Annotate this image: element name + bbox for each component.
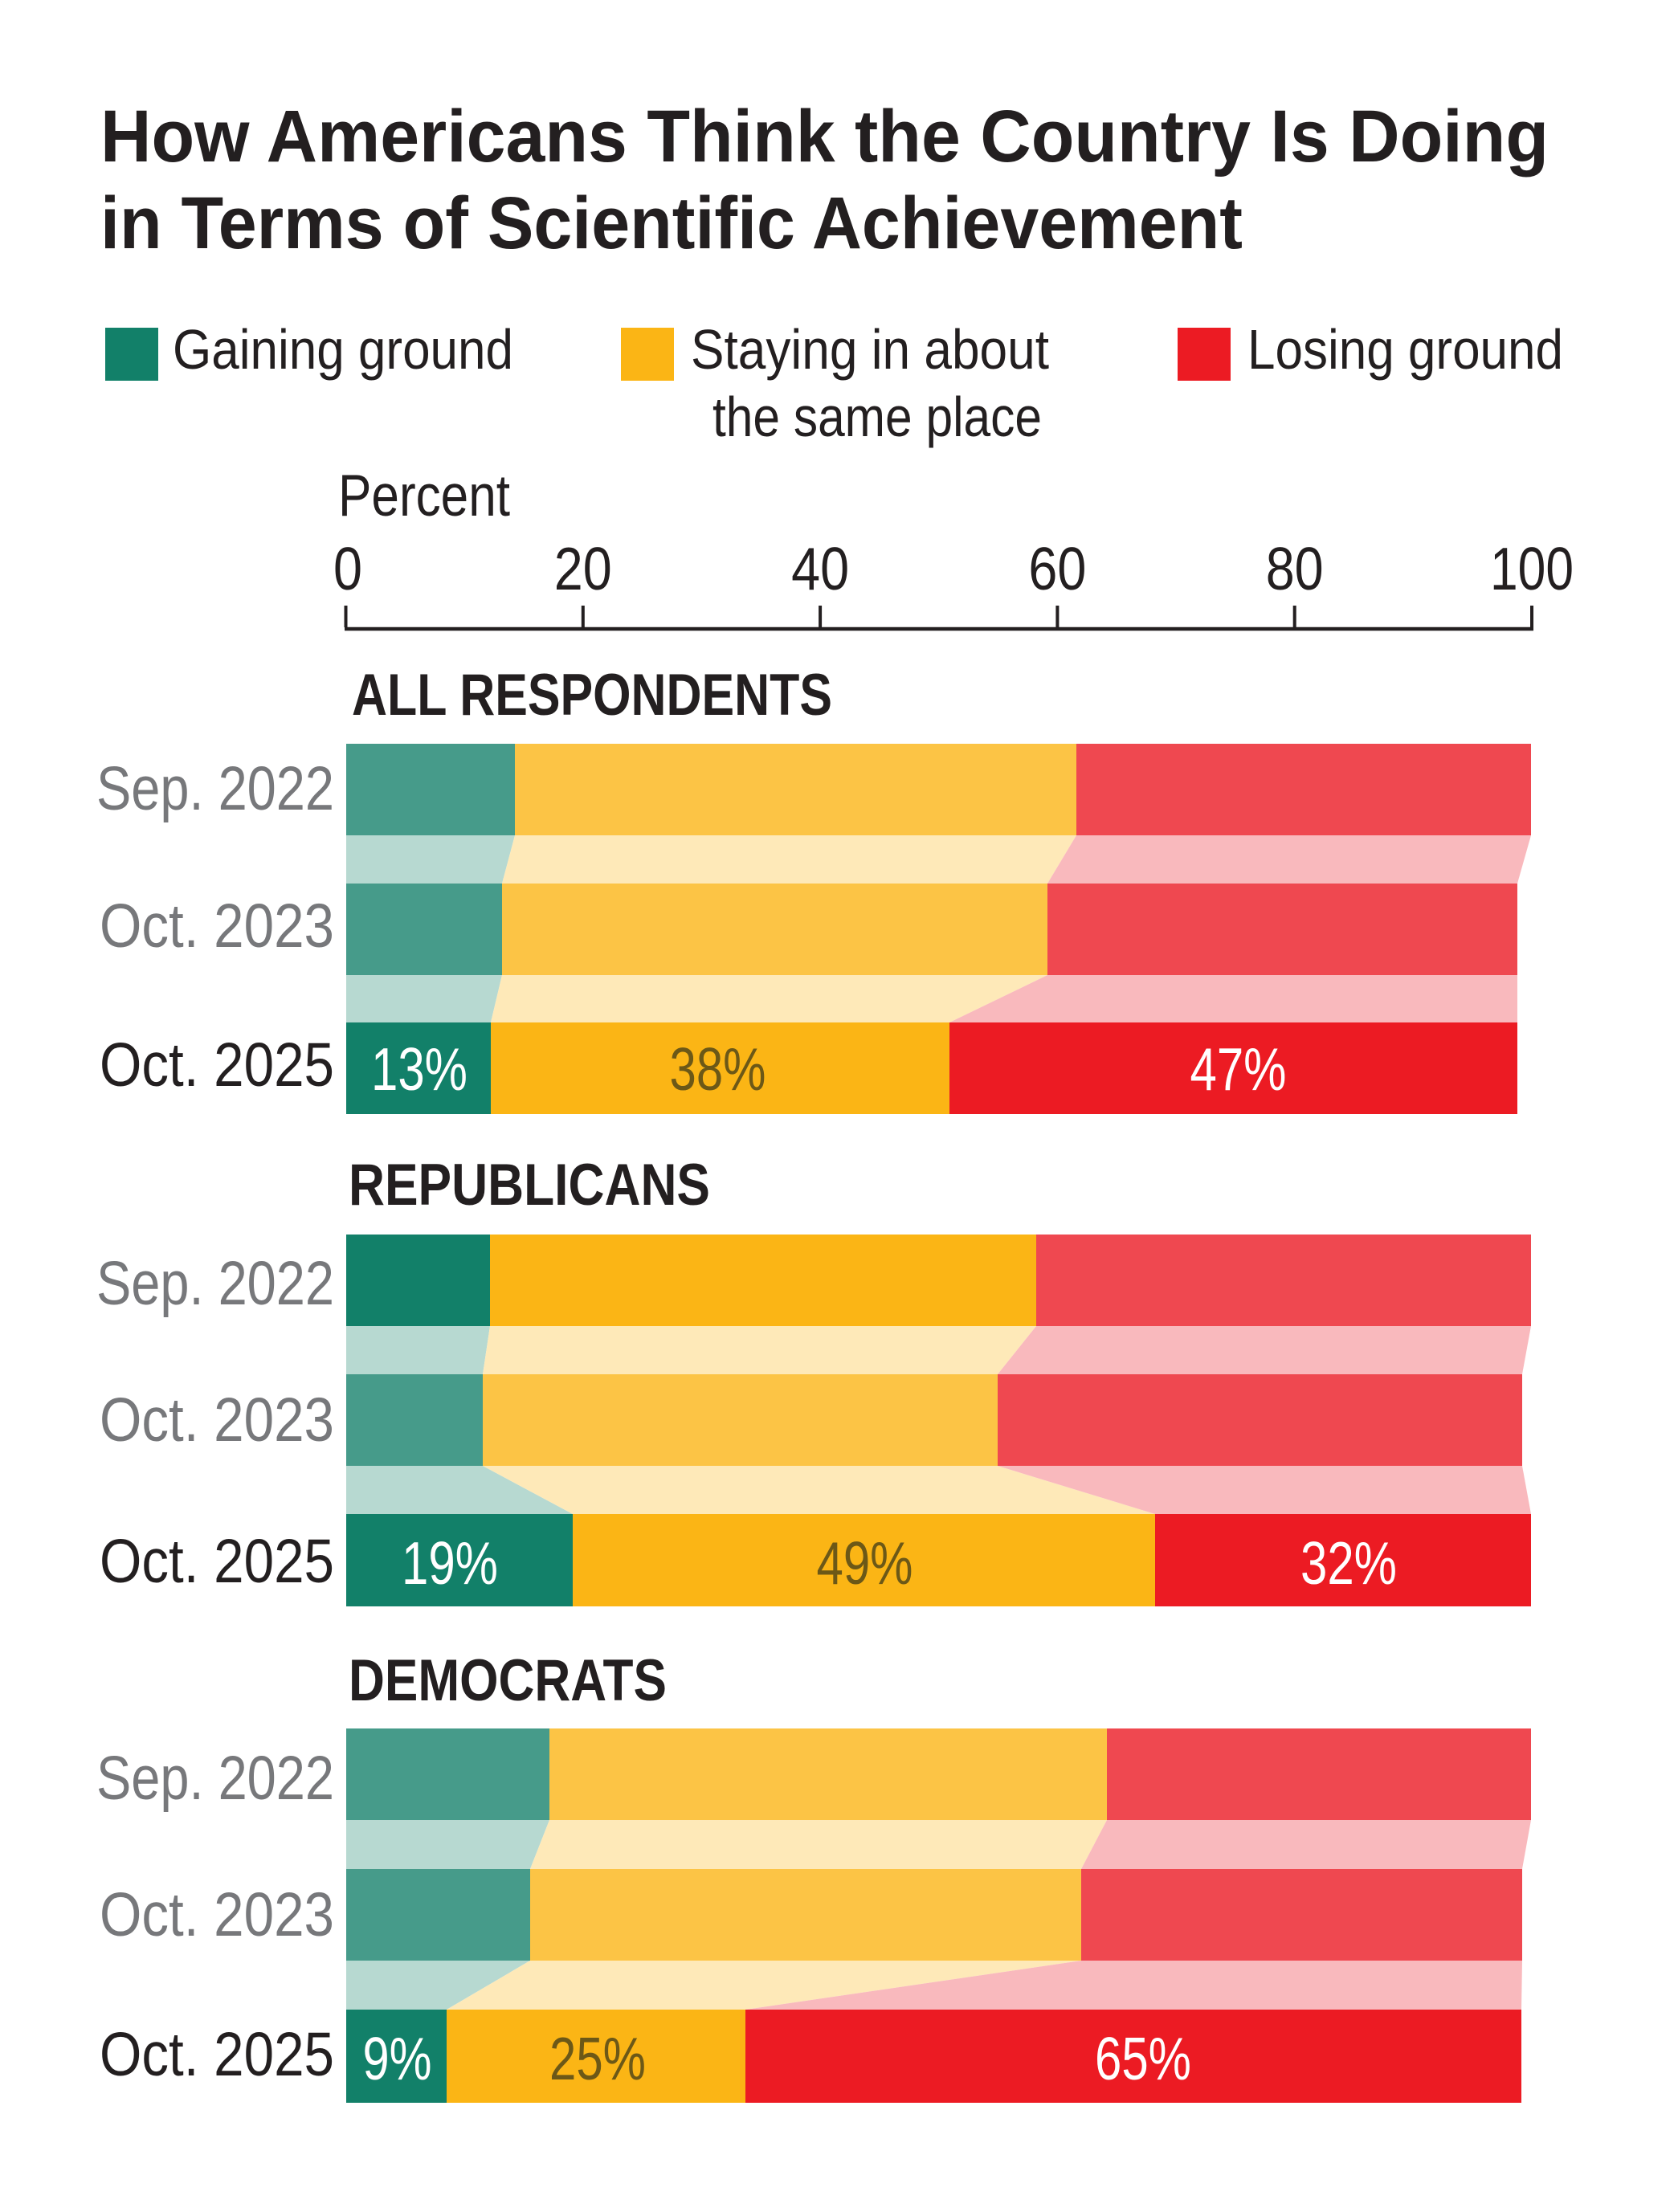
- svg-text:25%: 25%: [549, 2025, 646, 2092]
- svg-text:Oct. 2023: Oct. 2023: [100, 1386, 334, 1455]
- svg-text:47%: 47%: [1190, 1035, 1287, 1103]
- svg-text:Oct. 2023: Oct. 2023: [100, 1880, 334, 1949]
- svg-text:Oct. 2023: Oct. 2023: [100, 892, 334, 961]
- svg-text:Sep. 2022: Sep. 2022: [96, 1249, 334, 1318]
- svg-text:Percent: Percent: [338, 463, 510, 529]
- svg-text:Losing ground: Losing ground: [1247, 318, 1563, 381]
- svg-text:60: 60: [1028, 535, 1086, 602]
- svg-text:0: 0: [333, 535, 362, 602]
- svg-text:in Terms of Scientific Achieve: in Terms of Scientific Achievement: [100, 182, 1243, 264]
- svg-text:80: 80: [1266, 535, 1324, 602]
- svg-text:20: 20: [554, 535, 612, 602]
- svg-text:REPUBLICANS: REPUBLICANS: [349, 1153, 710, 1218]
- svg-text:the same place: the same place: [712, 386, 1042, 448]
- svg-text:49%: 49%: [817, 1529, 913, 1597]
- svg-text:ALL RESPONDENTS: ALL RESPONDENTS: [352, 663, 832, 728]
- svg-text:Gaining ground: Gaining ground: [173, 318, 513, 381]
- svg-text:Oct. 2025: Oct. 2025: [100, 1030, 334, 1100]
- svg-text:Oct. 2025: Oct. 2025: [100, 2020, 334, 2089]
- svg-text:13%: 13%: [371, 1035, 467, 1103]
- svg-text:Staying in about: Staying in about: [691, 318, 1049, 381]
- svg-text:65%: 65%: [1095, 2025, 1191, 2092]
- svg-text:100: 100: [1490, 535, 1574, 602]
- svg-text:Sep. 2022: Sep. 2022: [96, 1744, 334, 1813]
- svg-text:How Americans Think the Countr: How Americans Think the Country Is Doing: [100, 96, 1549, 178]
- svg-text:Sep. 2022: Sep. 2022: [96, 754, 334, 823]
- svg-text:38%: 38%: [670, 1035, 766, 1103]
- svg-text:40: 40: [791, 535, 849, 602]
- svg-text:Oct. 2025: Oct. 2025: [100, 1527, 334, 1596]
- svg-text:DEMOCRATS: DEMOCRATS: [349, 1648, 667, 1713]
- svg-text:32%: 32%: [1300, 1529, 1397, 1597]
- svg-text:19%: 19%: [402, 1529, 498, 1597]
- svg-text:9%: 9%: [363, 2025, 432, 2092]
